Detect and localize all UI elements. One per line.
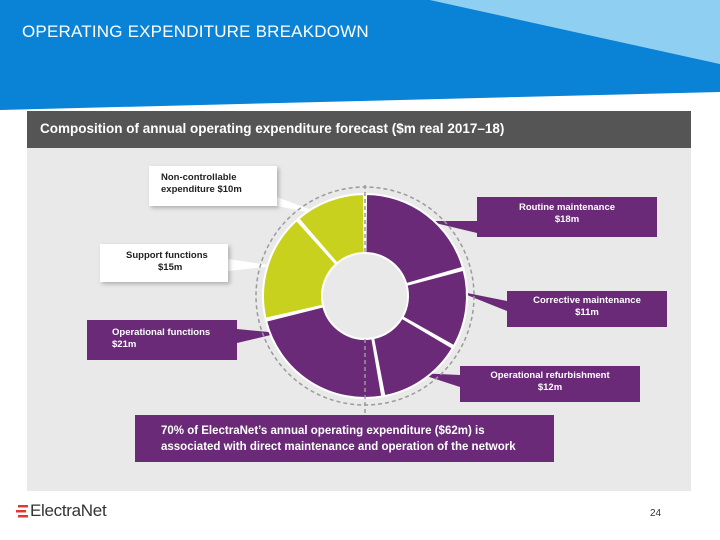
callout-label: Support functions — [126, 250, 208, 261]
donut-slices — [262, 192, 468, 399]
connector-operational-functions — [237, 329, 279, 343]
connector-corrective-maintenance — [457, 291, 507, 311]
callout-value: $21m — [112, 339, 137, 350]
callout-operational-functions: Operational functions $21m — [87, 320, 237, 360]
slide-title: OPERATING EXPENDITURE BREAKDOWN — [22, 22, 369, 41]
donut-slice-support-functions — [262, 218, 338, 320]
logo-bar-bottom — [18, 515, 28, 518]
callout-value: $12m — [537, 382, 563, 393]
connector-routine-maintenance — [427, 221, 477, 233]
callout-non-controllable: Non-controllable expenditure $10m — [149, 166, 277, 206]
callout-label: Routine maintenance — [518, 202, 616, 213]
callout-operational-refurbishment: Operational refurbishment $12m — [460, 366, 640, 402]
logo-mark-icon — [16, 505, 28, 518]
donut-chart — [228, 185, 507, 428]
donut-slice-corrective-maintenance — [401, 268, 468, 348]
page-number: 24 — [650, 508, 662, 519]
donut-slice-routine-maintenance — [364, 192, 465, 286]
chart-title: Composition of annual operating expendit… — [40, 121, 505, 136]
callout-corrective-maintenance: Corrective maintenance $11m — [507, 291, 667, 327]
logo-text: ElectraNet — [30, 501, 107, 520]
callout-support-functions: Support functions $15m — [100, 244, 228, 282]
annotation-box: 70% of ElectraNet’s annual operating exp… — [135, 415, 554, 462]
callout-label: Operational refurbishment — [490, 370, 610, 381]
logo-bar-middle — [16, 510, 26, 513]
callout-label-2: expenditure $10m — [161, 184, 242, 195]
chart-header: Composition of annual operating expendit… — [27, 111, 691, 148]
logo-bar-top — [18, 505, 28, 508]
connector-support-functions — [228, 259, 275, 271]
donut-slice-non-controllable-expenditure — [296, 192, 366, 265]
annotation-line-1: 70% of ElectraNet’s annual operating exp… — [161, 425, 485, 437]
chart-panel: Composition of annual operating expendit… — [27, 111, 691, 491]
annotation-line-2: associated with direct maintenance and o… — [161, 441, 516, 453]
callout-value: $18m — [554, 214, 580, 225]
electranet-logo: ElectraNet — [16, 500, 107, 522]
callout-label: Operational functions — [112, 327, 211, 338]
callout-value: $15m — [158, 262, 183, 273]
header-banner — [0, 0, 720, 110]
donut-slice-operational-functions — [264, 305, 384, 399]
callout-routine-maintenance: Routine maintenance $18m — [477, 197, 657, 237]
callout-value: $11m — [575, 307, 599, 318]
callout-label: Non-controllable — [161, 172, 237, 183]
donut-guides — [255, 185, 475, 428]
banner-dark-shape — [0, 0, 720, 110]
callout-label: Corrective maintenance — [533, 295, 641, 306]
donut-slice-operational-refurbishment — [371, 316, 455, 398]
